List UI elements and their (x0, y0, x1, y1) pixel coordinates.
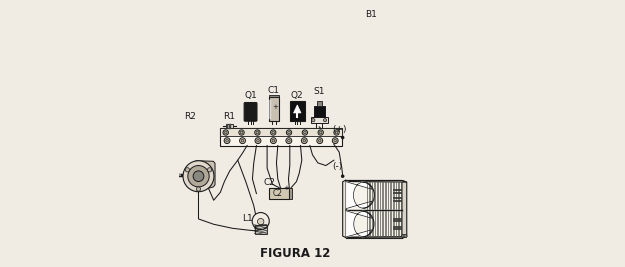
Polygon shape (402, 180, 407, 238)
Circle shape (303, 139, 306, 142)
Circle shape (272, 139, 275, 142)
Polygon shape (346, 182, 372, 209)
Circle shape (256, 131, 259, 134)
Circle shape (318, 139, 321, 142)
Bar (314, 106, 324, 117)
Text: B1: B1 (365, 10, 377, 19)
Bar (221, 128, 342, 136)
Circle shape (241, 139, 244, 142)
Text: FIGURA 12: FIGURA 12 (260, 246, 331, 260)
Polygon shape (346, 237, 407, 238)
Text: C2: C2 (272, 189, 282, 198)
Circle shape (185, 168, 189, 172)
Circle shape (257, 139, 259, 142)
Text: C1: C1 (268, 86, 280, 95)
Circle shape (223, 130, 228, 135)
Text: R1: R1 (223, 112, 235, 121)
Circle shape (334, 139, 336, 142)
Circle shape (286, 138, 292, 144)
Text: L1: L1 (242, 214, 253, 223)
Bar (311, 117, 328, 123)
FancyBboxPatch shape (244, 103, 257, 121)
Circle shape (183, 161, 214, 192)
Circle shape (252, 213, 269, 230)
Circle shape (208, 168, 212, 172)
Polygon shape (294, 105, 301, 113)
Circle shape (334, 130, 339, 135)
Circle shape (226, 139, 228, 142)
Text: C2: C2 (264, 178, 276, 187)
Text: S1: S1 (313, 87, 325, 96)
Circle shape (402, 234, 405, 238)
Circle shape (342, 175, 344, 177)
Circle shape (288, 139, 290, 142)
Text: +: + (272, 104, 278, 111)
Bar (254, 225, 267, 234)
Circle shape (196, 187, 201, 191)
Bar (269, 95, 279, 97)
Circle shape (318, 130, 323, 135)
Circle shape (255, 138, 261, 144)
Circle shape (332, 138, 338, 144)
Text: (+): (+) (332, 125, 346, 134)
Bar (289, 188, 292, 199)
Polygon shape (346, 180, 407, 182)
Circle shape (324, 119, 327, 122)
Polygon shape (196, 161, 215, 192)
Circle shape (404, 234, 407, 238)
Text: Q1: Q1 (244, 91, 257, 100)
Circle shape (188, 166, 209, 187)
Circle shape (239, 138, 246, 144)
Bar (269, 97, 279, 121)
Bar (346, 180, 402, 238)
Bar (316, 101, 322, 106)
Polygon shape (346, 211, 372, 237)
Circle shape (302, 130, 308, 135)
Circle shape (272, 131, 274, 134)
Text: (-): (-) (332, 162, 342, 171)
Polygon shape (342, 180, 346, 238)
Circle shape (301, 138, 308, 144)
Circle shape (312, 119, 315, 122)
Bar (221, 128, 342, 146)
Circle shape (255, 130, 260, 135)
Bar (226, 124, 232, 128)
Text: R2: R2 (184, 112, 196, 121)
Circle shape (317, 138, 322, 144)
Circle shape (239, 130, 244, 135)
Text: +: + (284, 185, 289, 191)
Circle shape (240, 131, 243, 134)
Circle shape (304, 131, 306, 134)
Circle shape (224, 138, 230, 144)
Bar (290, 101, 305, 121)
Circle shape (286, 130, 292, 135)
Text: Q2: Q2 (291, 91, 304, 100)
Circle shape (335, 131, 338, 134)
Circle shape (342, 136, 344, 139)
Circle shape (224, 131, 227, 134)
Circle shape (258, 218, 264, 225)
Circle shape (271, 138, 276, 144)
Circle shape (271, 130, 276, 135)
Circle shape (288, 131, 291, 134)
Circle shape (193, 171, 204, 182)
Circle shape (319, 131, 322, 134)
Bar (269, 188, 289, 199)
